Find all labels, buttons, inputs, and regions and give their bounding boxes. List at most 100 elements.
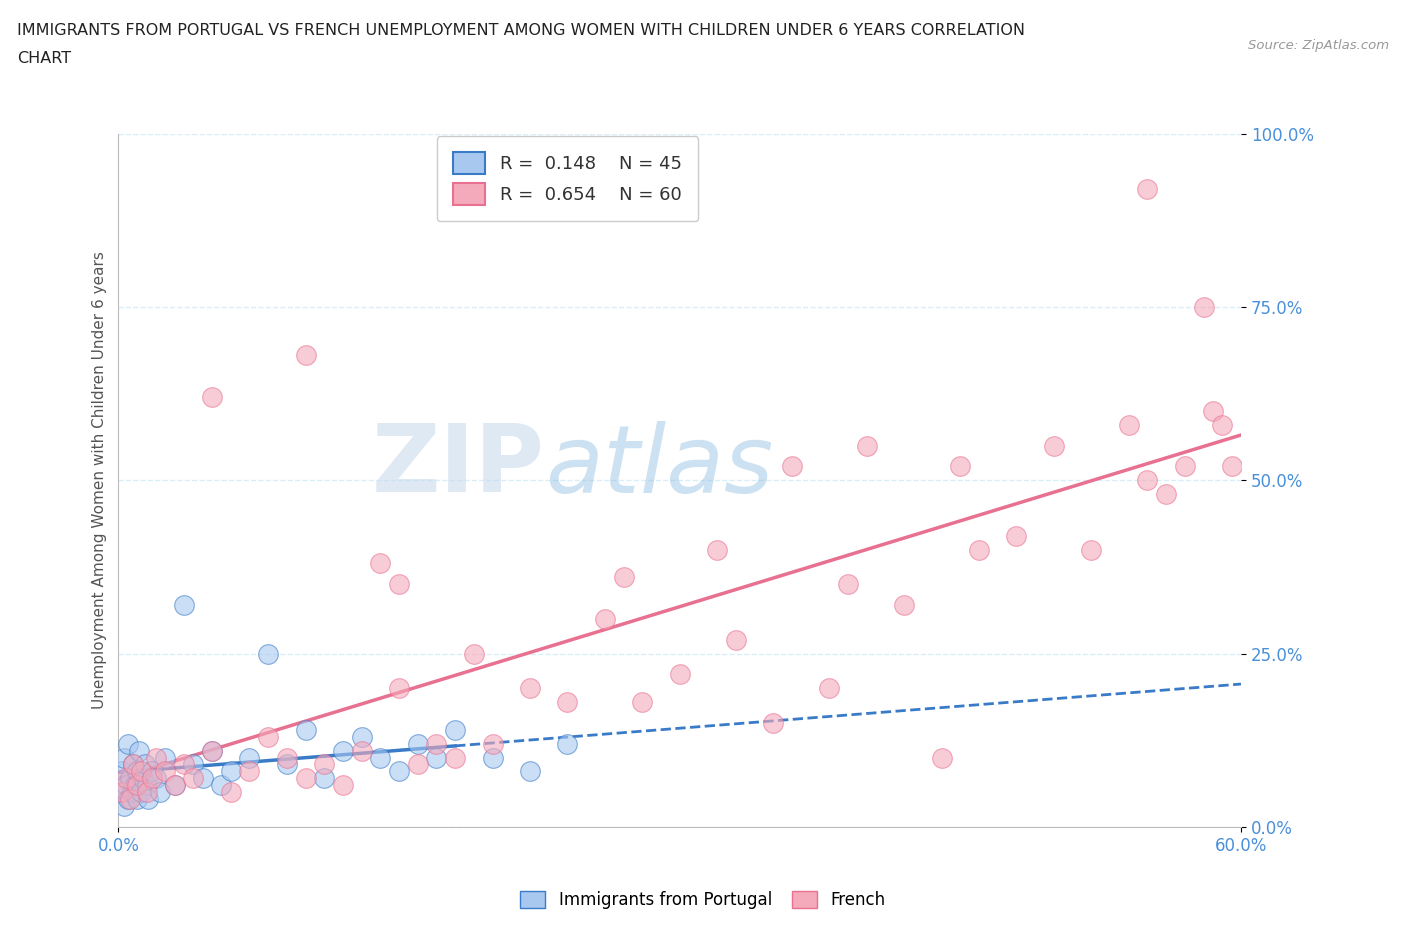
Point — [121, 785, 143, 800]
Point — [111, 764, 134, 778]
Point — [134, 757, 156, 772]
Point — [138, 791, 160, 806]
Point — [949, 458, 972, 473]
Point — [481, 737, 503, 751]
Point — [145, 771, 167, 786]
Point — [127, 777, 149, 792]
Point — [209, 777, 232, 792]
Point — [163, 777, 186, 792]
Point — [350, 729, 373, 744]
Point — [1211, 418, 1233, 432]
Point — [519, 681, 541, 696]
Point — [1220, 458, 1243, 473]
Point — [1192, 299, 1215, 314]
Point — [1136, 472, 1159, 487]
Point — [191, 771, 214, 786]
Point — [219, 785, 242, 800]
Point — [370, 751, 392, 765]
Point — [117, 737, 139, 751]
Point — [425, 737, 447, 751]
Point — [967, 542, 990, 557]
Text: CHART: CHART — [17, 51, 70, 66]
Point — [128, 743, 150, 758]
Point — [155, 764, 177, 778]
Point — [201, 743, 224, 758]
Y-axis label: Unemployment Among Women with Children Under 6 years: Unemployment Among Women with Children U… — [93, 251, 107, 710]
Point — [818, 681, 841, 696]
Point — [115, 771, 138, 786]
Point — [238, 751, 260, 765]
Point — [668, 667, 690, 682]
Point — [557, 695, 579, 710]
Point — [350, 743, 373, 758]
Point — [1043, 438, 1066, 453]
Legend: Immigrants from Portugal, French: Immigrants from Portugal, French — [512, 883, 894, 917]
Point — [406, 757, 429, 772]
Point — [1080, 542, 1102, 557]
Point — [294, 723, 316, 737]
Point — [173, 757, 195, 772]
Point — [135, 785, 157, 800]
Point — [762, 715, 785, 730]
Point — [111, 785, 134, 800]
Point — [110, 785, 132, 800]
Point — [332, 777, 354, 792]
Point — [141, 771, 163, 786]
Point — [145, 751, 167, 765]
Point — [1154, 486, 1177, 501]
Point — [425, 751, 447, 765]
Point — [127, 791, 149, 806]
Point — [122, 757, 145, 772]
Point — [276, 757, 298, 772]
Point — [724, 632, 747, 647]
Point — [149, 785, 172, 800]
Point — [370, 556, 392, 571]
Point — [593, 611, 616, 626]
Point — [388, 577, 411, 591]
Point — [155, 751, 177, 765]
Point — [1202, 404, 1225, 418]
Point — [519, 764, 541, 778]
Point — [257, 729, 280, 744]
Point — [314, 771, 336, 786]
Point — [181, 757, 204, 772]
Point — [837, 577, 859, 591]
Point — [129, 785, 152, 800]
Point — [112, 751, 135, 765]
Point — [463, 646, 485, 661]
Point — [1118, 418, 1140, 432]
Text: Source: ZipAtlas.com: Source: ZipAtlas.com — [1249, 39, 1389, 52]
Point — [332, 743, 354, 758]
Point — [276, 751, 298, 765]
Point — [1005, 528, 1028, 543]
Point — [117, 791, 139, 806]
Point — [613, 570, 636, 585]
Point — [314, 757, 336, 772]
Point — [444, 723, 467, 737]
Text: IMMIGRANTS FROM PORTUGAL VS FRENCH UNEMPLOYMENT AMONG WOMEN WITH CHILDREN UNDER : IMMIGRANTS FROM PORTUGAL VS FRENCH UNEMP… — [17, 23, 1025, 38]
Point — [388, 764, 411, 778]
Point — [406, 737, 429, 751]
Point — [294, 771, 316, 786]
Point — [855, 438, 877, 453]
Point — [132, 771, 155, 786]
Point — [129, 764, 152, 778]
Point — [481, 751, 503, 765]
Point — [931, 751, 953, 765]
Point — [1174, 458, 1197, 473]
Point — [115, 777, 138, 792]
Legend: R =  0.148    N = 45, R =  0.654    N = 60: R = 0.148 N = 45, R = 0.654 N = 60 — [437, 136, 699, 221]
Point — [124, 777, 146, 792]
Point — [238, 764, 260, 778]
Point — [706, 542, 728, 557]
Point — [388, 681, 411, 696]
Point — [893, 598, 915, 613]
Text: ZIP: ZIP — [373, 420, 546, 512]
Point — [135, 777, 157, 792]
Text: atlas: atlas — [546, 421, 773, 512]
Point — [181, 771, 204, 786]
Point — [257, 646, 280, 661]
Point — [141, 764, 163, 778]
Point — [631, 695, 654, 710]
Point — [444, 751, 467, 765]
